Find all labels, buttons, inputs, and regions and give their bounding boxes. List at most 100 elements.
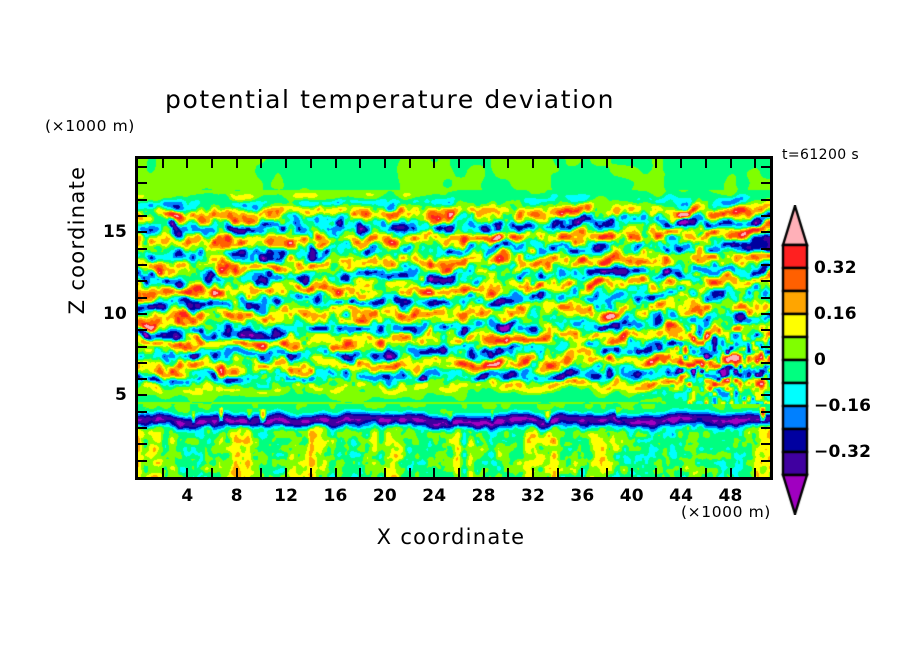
x-axis-tick (309, 468, 312, 477)
time-annotation: t=61200 s (782, 147, 860, 163)
y-axis-tick (761, 329, 770, 332)
x-axis-tick (383, 468, 386, 477)
x-axis-tick (704, 159, 707, 168)
y-axis-tick (761, 296, 770, 299)
plot-area (135, 156, 773, 480)
y-axis-tick (138, 264, 147, 266)
x-axis-tick (186, 468, 189, 477)
x-axis-tick (655, 468, 658, 477)
y-axis-tick (138, 296, 147, 299)
x-axis-tick (383, 159, 386, 168)
x-axis-tick (161, 468, 164, 477)
y-axis-tick (138, 166, 147, 169)
colorbar-tick-label: −0.32 (814, 442, 872, 462)
colorbar-tick-label: 0.16 (814, 304, 857, 324)
x-axis-tick-label: 48 (718, 486, 743, 506)
x-axis-tick (235, 468, 238, 477)
x-axis-tick (507, 159, 510, 168)
y-axis-tick-label: 15 (102, 222, 127, 243)
x-axis-tick (359, 159, 362, 168)
y-axis-tick (761, 345, 770, 348)
y-axis-tick (138, 312, 147, 315)
y-axis-tick (138, 394, 147, 397)
x-axis-tick (260, 159, 263, 168)
x-axis-tick (754, 159, 757, 168)
x-axis-tick (606, 468, 609, 477)
x-axis-tick (211, 468, 214, 477)
x-axis-tick (408, 159, 411, 168)
contour-field-canvas (138, 159, 770, 477)
y-axis-tick (138, 198, 147, 201)
y-axis-tick (761, 215, 770, 218)
x-axis-tick (655, 159, 658, 168)
y-axis-tick (138, 247, 147, 250)
page-title: potential temperature deviation (164, 85, 616, 114)
x-axis-tick (186, 159, 189, 168)
x-axis-tick (630, 468, 633, 477)
x-axis-tick (507, 468, 510, 477)
y-axis-units-label: (×1000 m) (45, 117, 135, 135)
y-axis-tick (138, 345, 147, 348)
x-axis-tick (532, 468, 534, 477)
y-axis-tick (761, 459, 770, 462)
y-axis-tick (761, 394, 770, 397)
x-axis-tick (408, 468, 411, 477)
x-axis-tick (211, 159, 214, 168)
x-axis-tick (235, 159, 238, 168)
colorbar-tick-label: 0.32 (814, 258, 857, 278)
y-axis-title: Z coordinate (65, 165, 89, 315)
x-axis-tick (704, 468, 707, 477)
colorbar-tick-label: −0.16 (814, 396, 872, 416)
y-axis-tick (761, 312, 770, 315)
x-axis-tick-label: 8 (230, 486, 243, 506)
x-axis-tick-label: 32 (520, 486, 546, 506)
colorbar-tick-label: 0 (814, 350, 827, 370)
x-axis-tick-label: 20 (372, 486, 397, 506)
x-axis-tick (334, 468, 337, 477)
x-axis-tick (482, 468, 485, 477)
x-axis-tick (754, 468, 757, 477)
y-axis-tick-label: 5 (114, 385, 127, 406)
x-axis-tick (680, 468, 683, 477)
x-axis-tick (457, 468, 460, 477)
x-axis-tick (556, 159, 559, 168)
x-axis-tick (729, 468, 732, 477)
x-axis-tick (260, 468, 263, 477)
x-axis-tick (581, 468, 584, 477)
y-axis-tick (138, 459, 147, 462)
x-axis-tick-label: 24 (422, 486, 447, 506)
x-axis-tick (334, 159, 337, 168)
x-axis-units-label: (×1000 m) (681, 503, 771, 521)
x-axis-tick (606, 159, 609, 168)
x-axis-tick (433, 468, 436, 477)
x-axis-title: X coordinate (376, 525, 526, 549)
x-axis-tick (161, 159, 164, 168)
x-axis-tick-label: 16 (323, 486, 348, 506)
x-axis-tick (359, 468, 362, 477)
y-axis-tick (761, 231, 770, 234)
x-axis-tick (309, 159, 312, 168)
x-axis-tick-label: 28 (471, 486, 496, 506)
y-axis-tick (761, 443, 770, 446)
y-axis-tick (138, 329, 147, 332)
x-axis-tick (285, 468, 288, 477)
y-axis-tick (138, 280, 147, 283)
x-axis-tick (556, 468, 559, 477)
y-axis-tick (138, 215, 147, 218)
x-axis-tick (581, 159, 584, 168)
x-axis-tick (285, 159, 288, 168)
y-axis-tick (138, 410, 147, 413)
y-axis-tick (761, 166, 770, 169)
x-axis-tick (482, 159, 485, 168)
x-axis-tick (630, 159, 633, 168)
colorbar (780, 205, 810, 515)
x-axis-tick-label: 4 (181, 486, 194, 506)
y-axis-tick (138, 443, 147, 446)
x-axis-tick-label: 12 (274, 486, 299, 506)
x-axis-tick (729, 159, 732, 168)
colorbar-canvas (780, 205, 810, 515)
y-axis-tick (761, 427, 770, 430)
x-axis-tick (457, 159, 460, 168)
y-axis-tick (761, 410, 770, 413)
x-axis-tick-label: 44 (669, 486, 694, 506)
